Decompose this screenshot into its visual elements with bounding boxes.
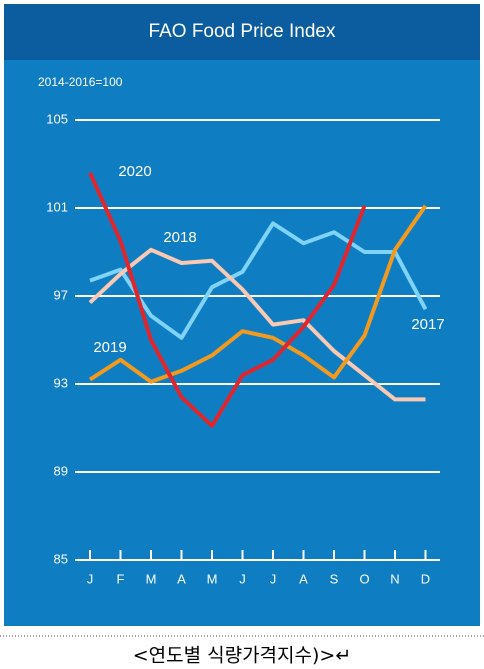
series-line (89, 221, 428, 340)
y-tick-label: 105 (46, 111, 68, 126)
caption: <연도별 식량가격지수)>↵ (133, 645, 352, 667)
x-tick-label: D (421, 571, 430, 586)
series-line (88, 204, 428, 384)
series-label: 2019 (93, 339, 126, 356)
x-tick-label: J (87, 571, 94, 586)
x-tick-label: S (330, 571, 339, 586)
x-tick-label: F (117, 571, 125, 586)
series-line (88, 171, 367, 428)
y-axis-label: 2014-2016=100 (38, 75, 123, 89)
y-tick-label: 89 (54, 463, 68, 478)
x-tick-label: A (177, 571, 186, 586)
x-tick-label: O (359, 571, 369, 586)
x-tick-label: M (146, 571, 157, 586)
x-tick-label: N (390, 571, 399, 586)
x-tick-label: A (299, 571, 308, 586)
y-tick-label: 93 (54, 375, 68, 390)
y-tick-label: 97 (54, 287, 68, 302)
title-bar (4, 4, 480, 60)
series-label: 2020 (118, 163, 151, 180)
y-tick-label: 85 (54, 551, 68, 566)
series-label: 2017 (411, 316, 444, 333)
y-tick-label: 101 (46, 199, 68, 214)
x-tick-label: M (207, 571, 218, 586)
x-tick-label: J (270, 571, 277, 586)
series-label: 2018 (163, 229, 196, 246)
chart-title: FAO Food Price Index (149, 21, 336, 42)
x-tick-label: J (239, 571, 246, 586)
chart-panel (4, 4, 480, 626)
series-line (88, 247, 426, 402)
